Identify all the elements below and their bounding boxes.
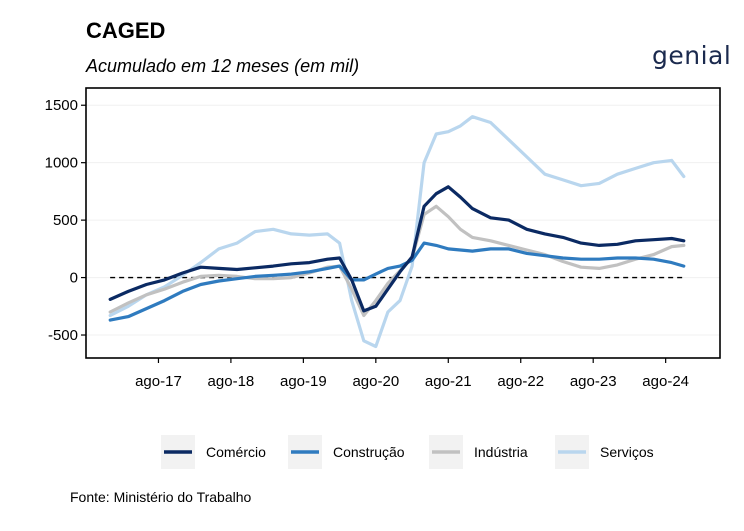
legend-label: Construção [333,444,405,460]
x-tick-label: ago-21 [425,373,472,390]
x-tick-label: ago-20 [352,373,399,390]
x-axis: ago-17 ago-18 ago-19 ago-20 ago-21 ago-22 ago-… [135,358,689,390]
x-tick-label: ago-18 [208,373,255,390]
legend-label: Serviços [600,444,654,460]
y-tick-label: -500 [48,327,78,344]
series-line-servicos [108,115,686,349]
series-line-comercio [108,185,686,313]
x-tick-label: ago-23 [570,373,617,390]
series-line-industria [108,204,686,318]
legend-label: Indústria [474,444,528,460]
series-line-construcao [108,241,686,322]
chart-subtitle: Acumulado em 12 meses (em mil) [86,56,360,76]
y-tick-label: 0 [70,270,78,287]
chart-title: CAGED [86,18,166,43]
source-note: Fonte: Ministério do Trabalho [70,489,252,505]
x-tick-label: ago-19 [280,373,327,390]
series-layer [108,115,686,349]
y-tick-label: 500 [53,212,78,229]
y-tick-label: 1000 [45,155,78,172]
grid-layer [86,104,720,336]
legend: Comércio Construção Indústria Serviços [161,435,654,469]
y-tick-label: 1500 [45,97,78,114]
x-tick-label: ago-24 [642,373,689,390]
y-axis: -500 0 500 1000 1500 [45,97,86,344]
genial-logo: genial [652,41,732,70]
x-tick-label: ago-17 [135,373,182,390]
legend-label: Comércio [206,444,266,460]
plot-panel-border [85,87,721,359]
x-tick-label: ago-22 [497,373,544,390]
